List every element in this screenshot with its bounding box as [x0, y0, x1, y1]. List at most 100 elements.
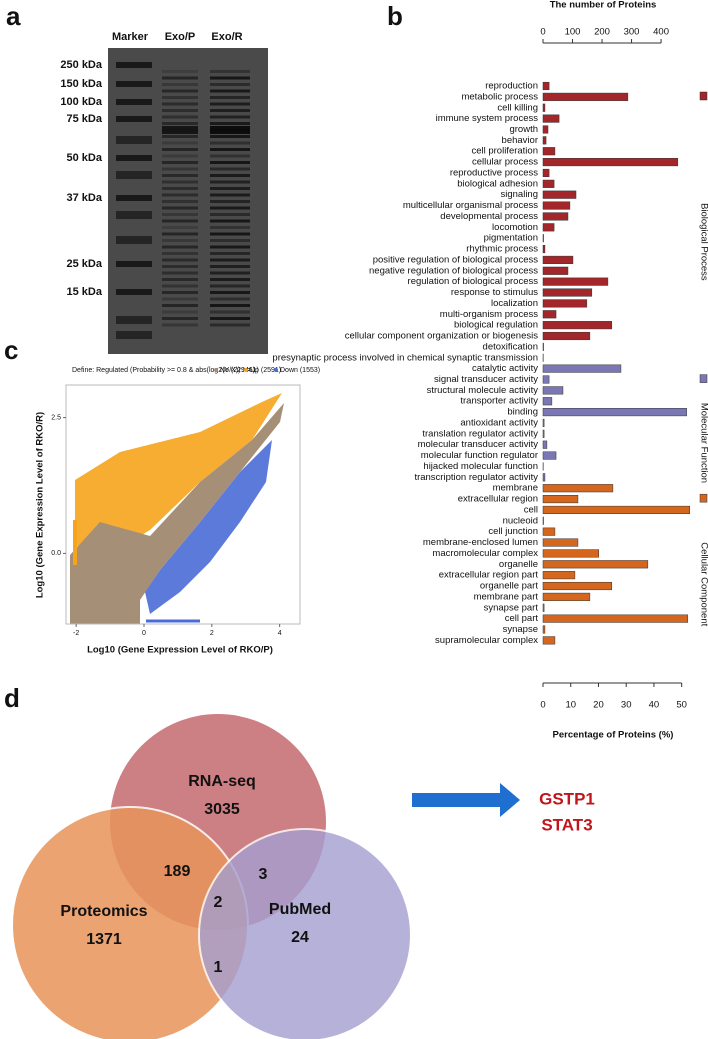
- marker-label: 75 kDa: [67, 113, 103, 125]
- x2-tick-label: 400: [653, 27, 669, 38]
- bar: [542, 592, 591, 601]
- marker-label: 25 kDa: [67, 258, 103, 270]
- category-label: membrane-enclosed lumen: [423, 537, 538, 548]
- category-label: localization: [491, 298, 538, 309]
- venn-intersection: 189: [164, 863, 191, 880]
- x-tick-label: 0: [540, 700, 545, 711]
- gel-band: [210, 187, 250, 190]
- x-tick-label: -2: [73, 630, 79, 637]
- venn-set-count: 24: [291, 929, 309, 946]
- gel-band: [116, 136, 152, 144]
- gel-band: [210, 297, 250, 301]
- scatter-cloud: [70, 393, 284, 624]
- x-axis-title: Percentage of Proteins (%): [553, 730, 674, 741]
- bar: [542, 571, 576, 580]
- bar: [542, 603, 545, 612]
- category-label: biological adhesion: [457, 178, 538, 189]
- gel-band: [162, 167, 198, 171]
- down-region: [145, 440, 272, 614]
- legend-label: No (22946): [220, 367, 255, 374]
- gel-band: [162, 161, 198, 164]
- bar: [542, 538, 579, 547]
- legend-swatch: [699, 91, 708, 101]
- panel-label: a: [6, 1, 21, 31]
- gel-band: [210, 239, 250, 242]
- gel-band: [162, 76, 198, 80]
- gel-band: [162, 219, 198, 223]
- bar: [542, 505, 690, 514]
- gel-band: [116, 236, 152, 244]
- category-label: multi-organism process: [440, 309, 538, 320]
- category-label: cell proliferation: [471, 146, 538, 157]
- panel-label: b: [387, 1, 403, 31]
- bar: [542, 158, 679, 167]
- panel-label: d: [4, 683, 20, 713]
- gel-band: [210, 76, 250, 80]
- gel-band: [210, 141, 250, 145]
- category-label: organelle: [499, 559, 538, 570]
- bar: [542, 581, 613, 591]
- category-label: synapse: [503, 624, 538, 635]
- y-tick-label: 0.0: [51, 550, 61, 557]
- legend-label: Cellular Component: [698, 542, 708, 626]
- gel-band: [162, 323, 198, 327]
- venn-set-count: 3035: [204, 801, 240, 818]
- category-label: metabolic process: [461, 91, 538, 102]
- y-tick-label: 2.5: [51, 414, 61, 421]
- category-label: presynaptic process involved in chemical…: [272, 352, 538, 363]
- gel-band: [210, 148, 250, 151]
- bar: [542, 516, 544, 525]
- legend-marker: [244, 368, 248, 372]
- gel-band: [210, 193, 250, 197]
- bar: [542, 397, 553, 406]
- bar: [542, 418, 545, 428]
- gel-band: [162, 226, 198, 229]
- gel-band: [116, 171, 152, 179]
- bar: [542, 473, 546, 482]
- category-label: multicellular organismal process: [403, 200, 538, 211]
- gel-band: [162, 135, 198, 138]
- category-label: positive regulation of biological proces…: [373, 254, 539, 265]
- gel-band: [162, 304, 198, 307]
- gel-band: [210, 122, 250, 125]
- gel-band: [210, 102, 250, 106]
- x-tick-label: 20: [593, 700, 604, 711]
- bar: [542, 527, 556, 536]
- gel-band: [210, 271, 250, 275]
- gel-band: [162, 213, 198, 216]
- gel-band: [162, 297, 198, 301]
- bar: [542, 190, 577, 199]
- bar: [542, 440, 548, 449]
- category-label: transcription regulator activity: [414, 472, 538, 483]
- gel-band: [210, 310, 250, 314]
- gel-band: [210, 219, 250, 223]
- gel-band: [162, 310, 198, 314]
- gel-band: [162, 284, 198, 288]
- bar: [542, 288, 593, 297]
- gel-band: [162, 83, 198, 86]
- bar: [542, 342, 544, 351]
- gel-band: [210, 206, 250, 210]
- result-gene: STAT3: [541, 815, 592, 834]
- marker-label: 250 kDa: [60, 59, 102, 71]
- gel-band: [210, 115, 250, 119]
- legend-swatch: [699, 493, 708, 503]
- category-label: growth: [509, 124, 538, 135]
- gel-band: [162, 187, 198, 190]
- gel-band: [116, 62, 152, 68]
- x-tick-label: 4: [278, 630, 282, 637]
- bar: [542, 179, 555, 188]
- category-label: nucleoid: [503, 515, 538, 526]
- gel-band: [210, 70, 250, 73]
- gel-band: [210, 180, 250, 184]
- category-label: response to stimulus: [451, 287, 538, 298]
- category-label: cellular process: [472, 157, 538, 168]
- gel-band: [162, 258, 198, 262]
- gel-band: [116, 99, 152, 105]
- gel-band: [162, 193, 198, 197]
- x2-tick-label: 300: [624, 27, 640, 38]
- marker-label: 15 kDa: [67, 286, 103, 298]
- category-label: transporter activity: [460, 396, 538, 407]
- marker-label: 37 kDa: [67, 192, 103, 204]
- venn-intersection: 3: [259, 866, 268, 883]
